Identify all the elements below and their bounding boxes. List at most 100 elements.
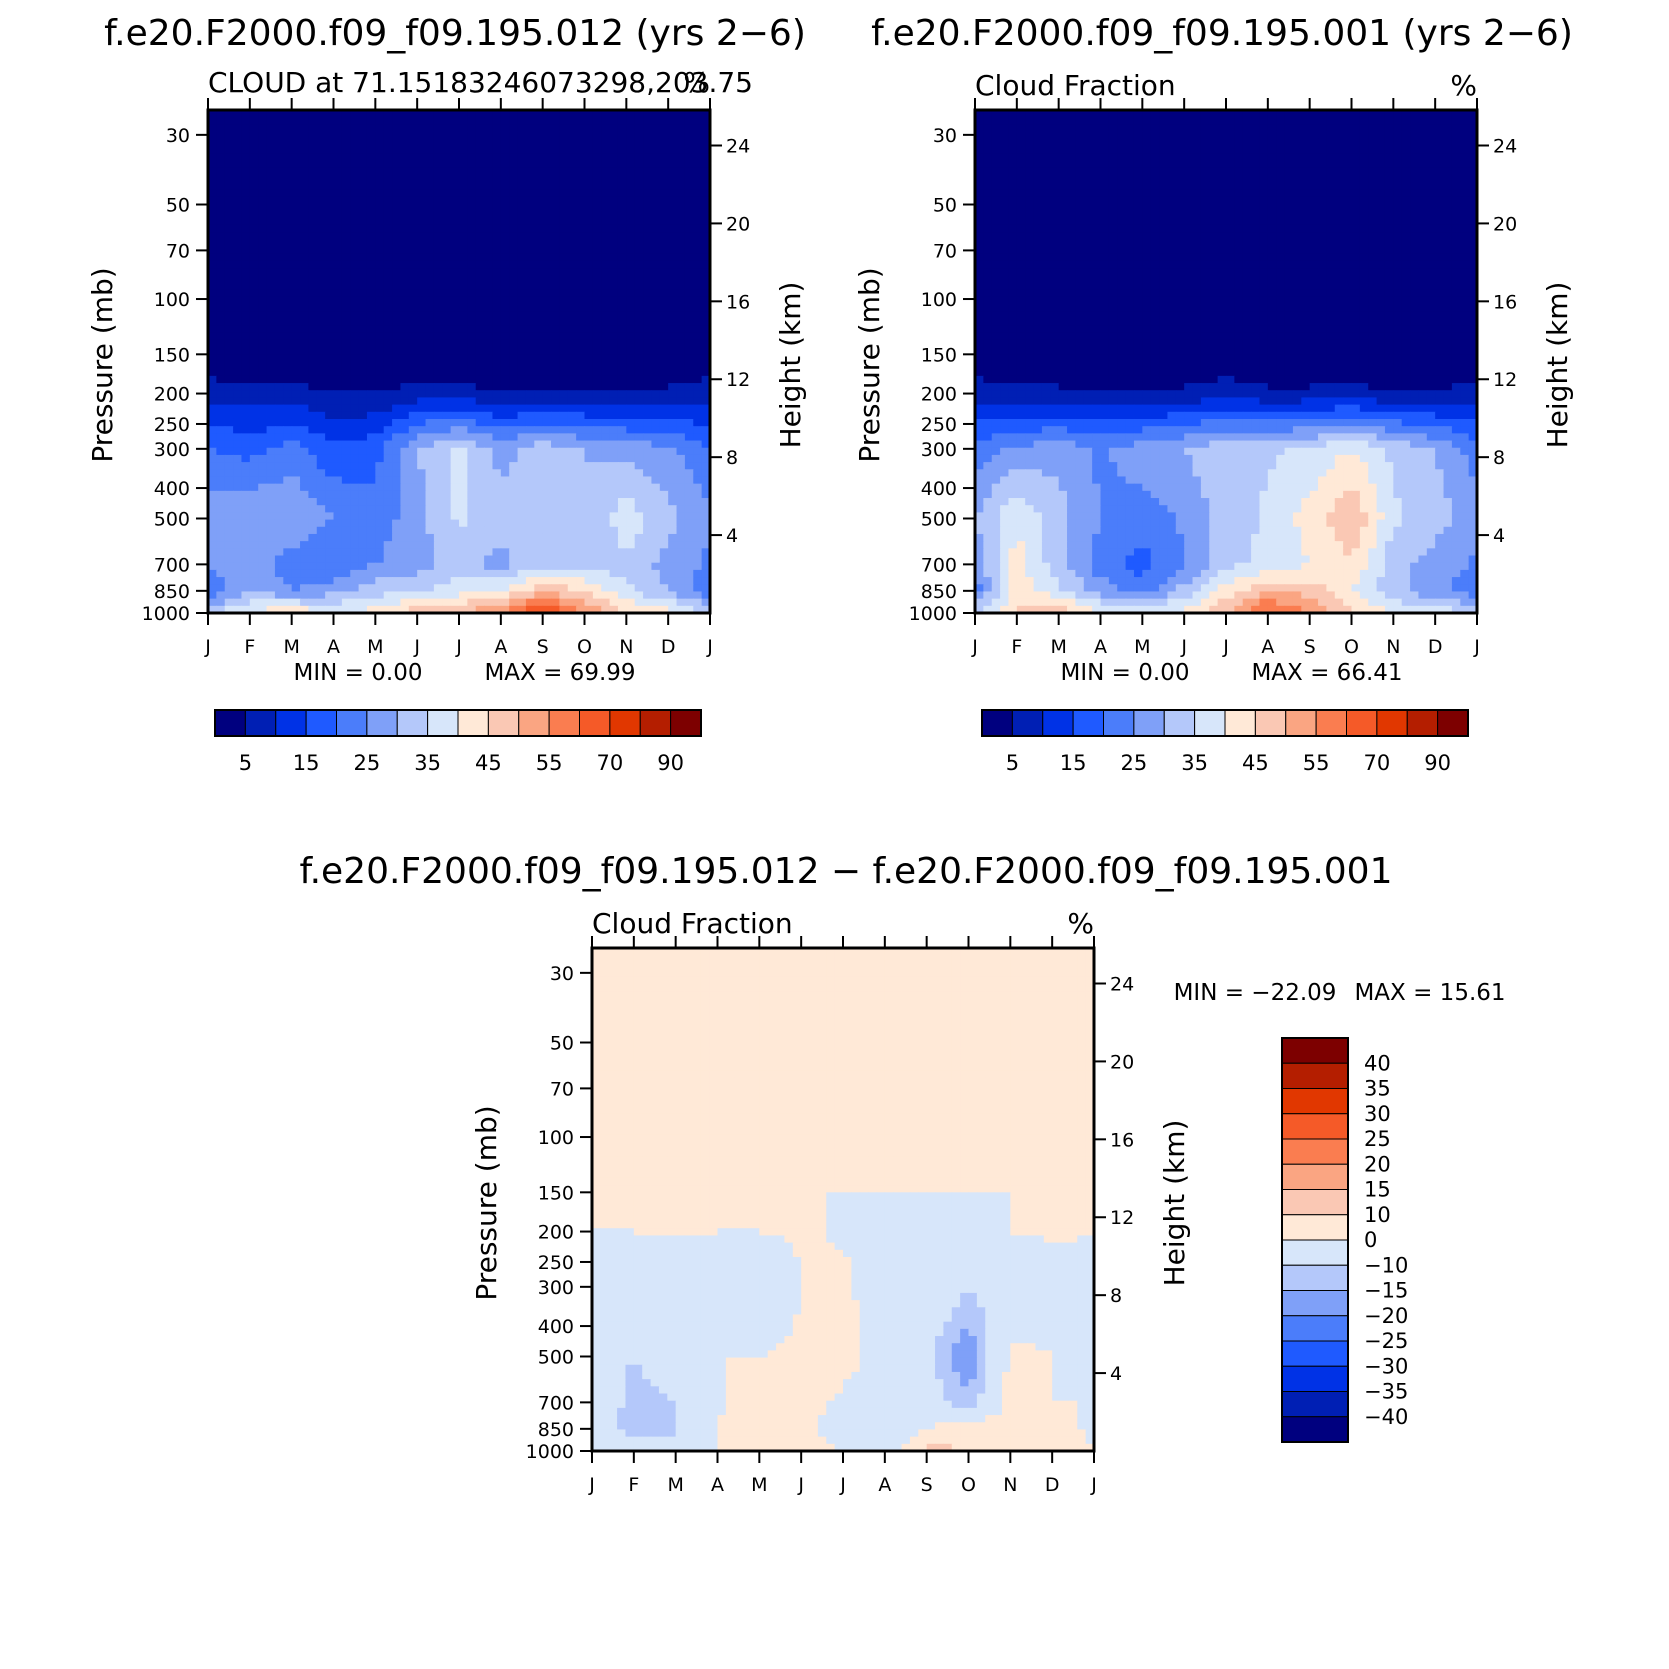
field-cell (492, 375, 502, 384)
field-cell (475, 268, 485, 276)
field-cell (484, 153, 494, 161)
field-cell (283, 375, 293, 384)
field-cell (509, 217, 519, 226)
field-cell (417, 153, 427, 161)
field-cell (249, 577, 259, 585)
field-cell (592, 433, 602, 442)
field-cell (534, 131, 544, 140)
field-cell (300, 339, 309, 348)
field-cell (408, 426, 418, 434)
field-cell (609, 598, 619, 607)
field-cell (1150, 117, 1160, 125)
field-cell (266, 275, 276, 284)
field-cell (634, 591, 644, 600)
field-cell (617, 275, 627, 284)
field-cell (366, 548, 376, 557)
field-cell (316, 224, 326, 233)
field-cell (484, 383, 494, 391)
field-cell (584, 232, 594, 240)
field-cell (500, 296, 510, 305)
field-cell (584, 584, 594, 593)
field-cell (567, 404, 577, 413)
field-cell (651, 562, 661, 571)
field-cell (325, 483, 335, 492)
field-cell (333, 181, 343, 190)
field-cell (241, 311, 251, 319)
field-cell (291, 181, 301, 190)
field-cell (350, 584, 360, 593)
field-cell (383, 275, 393, 284)
field-cell (308, 210, 318, 219)
field-cell (258, 404, 268, 413)
field-cell (1410, 138, 1420, 147)
field-cell (509, 390, 519, 399)
field-cell (676, 390, 686, 399)
field-cell (308, 505, 318, 513)
field-cell (534, 268, 544, 276)
field-cell (1393, 110, 1403, 118)
field-cell (283, 224, 293, 233)
field-cell (659, 605, 669, 613)
field-cell (425, 469, 435, 478)
field-cell (1318, 153, 1327, 161)
field-cell (383, 203, 393, 212)
field-cell (300, 260, 309, 269)
y-tick-label: 30 (166, 125, 190, 147)
field-cell (316, 505, 326, 513)
field-cell (1167, 181, 1177, 190)
field-cell (617, 397, 627, 406)
field-cell (208, 383, 217, 391)
field-cell (651, 282, 661, 291)
field-cell (425, 569, 435, 578)
field-cell (509, 562, 519, 571)
field-cell (291, 490, 301, 499)
field-cell (517, 426, 527, 434)
field-cell (659, 519, 669, 528)
field-cell (1125, 189, 1135, 197)
field-cell (425, 483, 435, 492)
field-cell (668, 512, 678, 521)
field-cell (576, 325, 586, 334)
field-cell (358, 332, 368, 341)
field-cell (509, 304, 519, 312)
field-cell (433, 224, 443, 233)
field-cell (1133, 117, 1143, 125)
field-cell (1292, 117, 1302, 125)
field-cell (651, 605, 661, 613)
field-cell (1351, 124, 1361, 133)
field-cell (1309, 117, 1319, 125)
field-cell (333, 505, 343, 513)
field-cell (1067, 131, 1076, 140)
field-cell (383, 354, 393, 363)
field-cell (425, 505, 435, 513)
field-cell (208, 196, 217, 205)
field-cell (208, 361, 217, 370)
field-cell (283, 196, 293, 205)
field-cell (676, 411, 686, 420)
field-cell (1075, 138, 1085, 147)
field-cell (316, 397, 326, 406)
field-cell (408, 433, 418, 442)
field-cell (551, 282, 560, 291)
field-cell (1251, 160, 1261, 169)
field-cell (1384, 174, 1394, 183)
field-cell (241, 296, 251, 305)
field-cell (1117, 153, 1127, 161)
field-cell (467, 605, 477, 613)
field-cell (358, 490, 368, 499)
field-cell (601, 203, 611, 212)
field-cell (459, 203, 468, 212)
field-cell (634, 224, 644, 233)
field-cell (308, 196, 318, 205)
field-cell (208, 339, 217, 348)
field-cell (1410, 145, 1420, 154)
field-cell (383, 232, 393, 240)
field-cell (693, 519, 703, 528)
field-cell (509, 447, 519, 456)
field-cell (1133, 181, 1143, 190)
field-cell (233, 519, 243, 528)
field-cell (325, 196, 335, 205)
field-cell (592, 512, 602, 521)
field-cell (300, 584, 309, 593)
field-cell (383, 512, 393, 521)
